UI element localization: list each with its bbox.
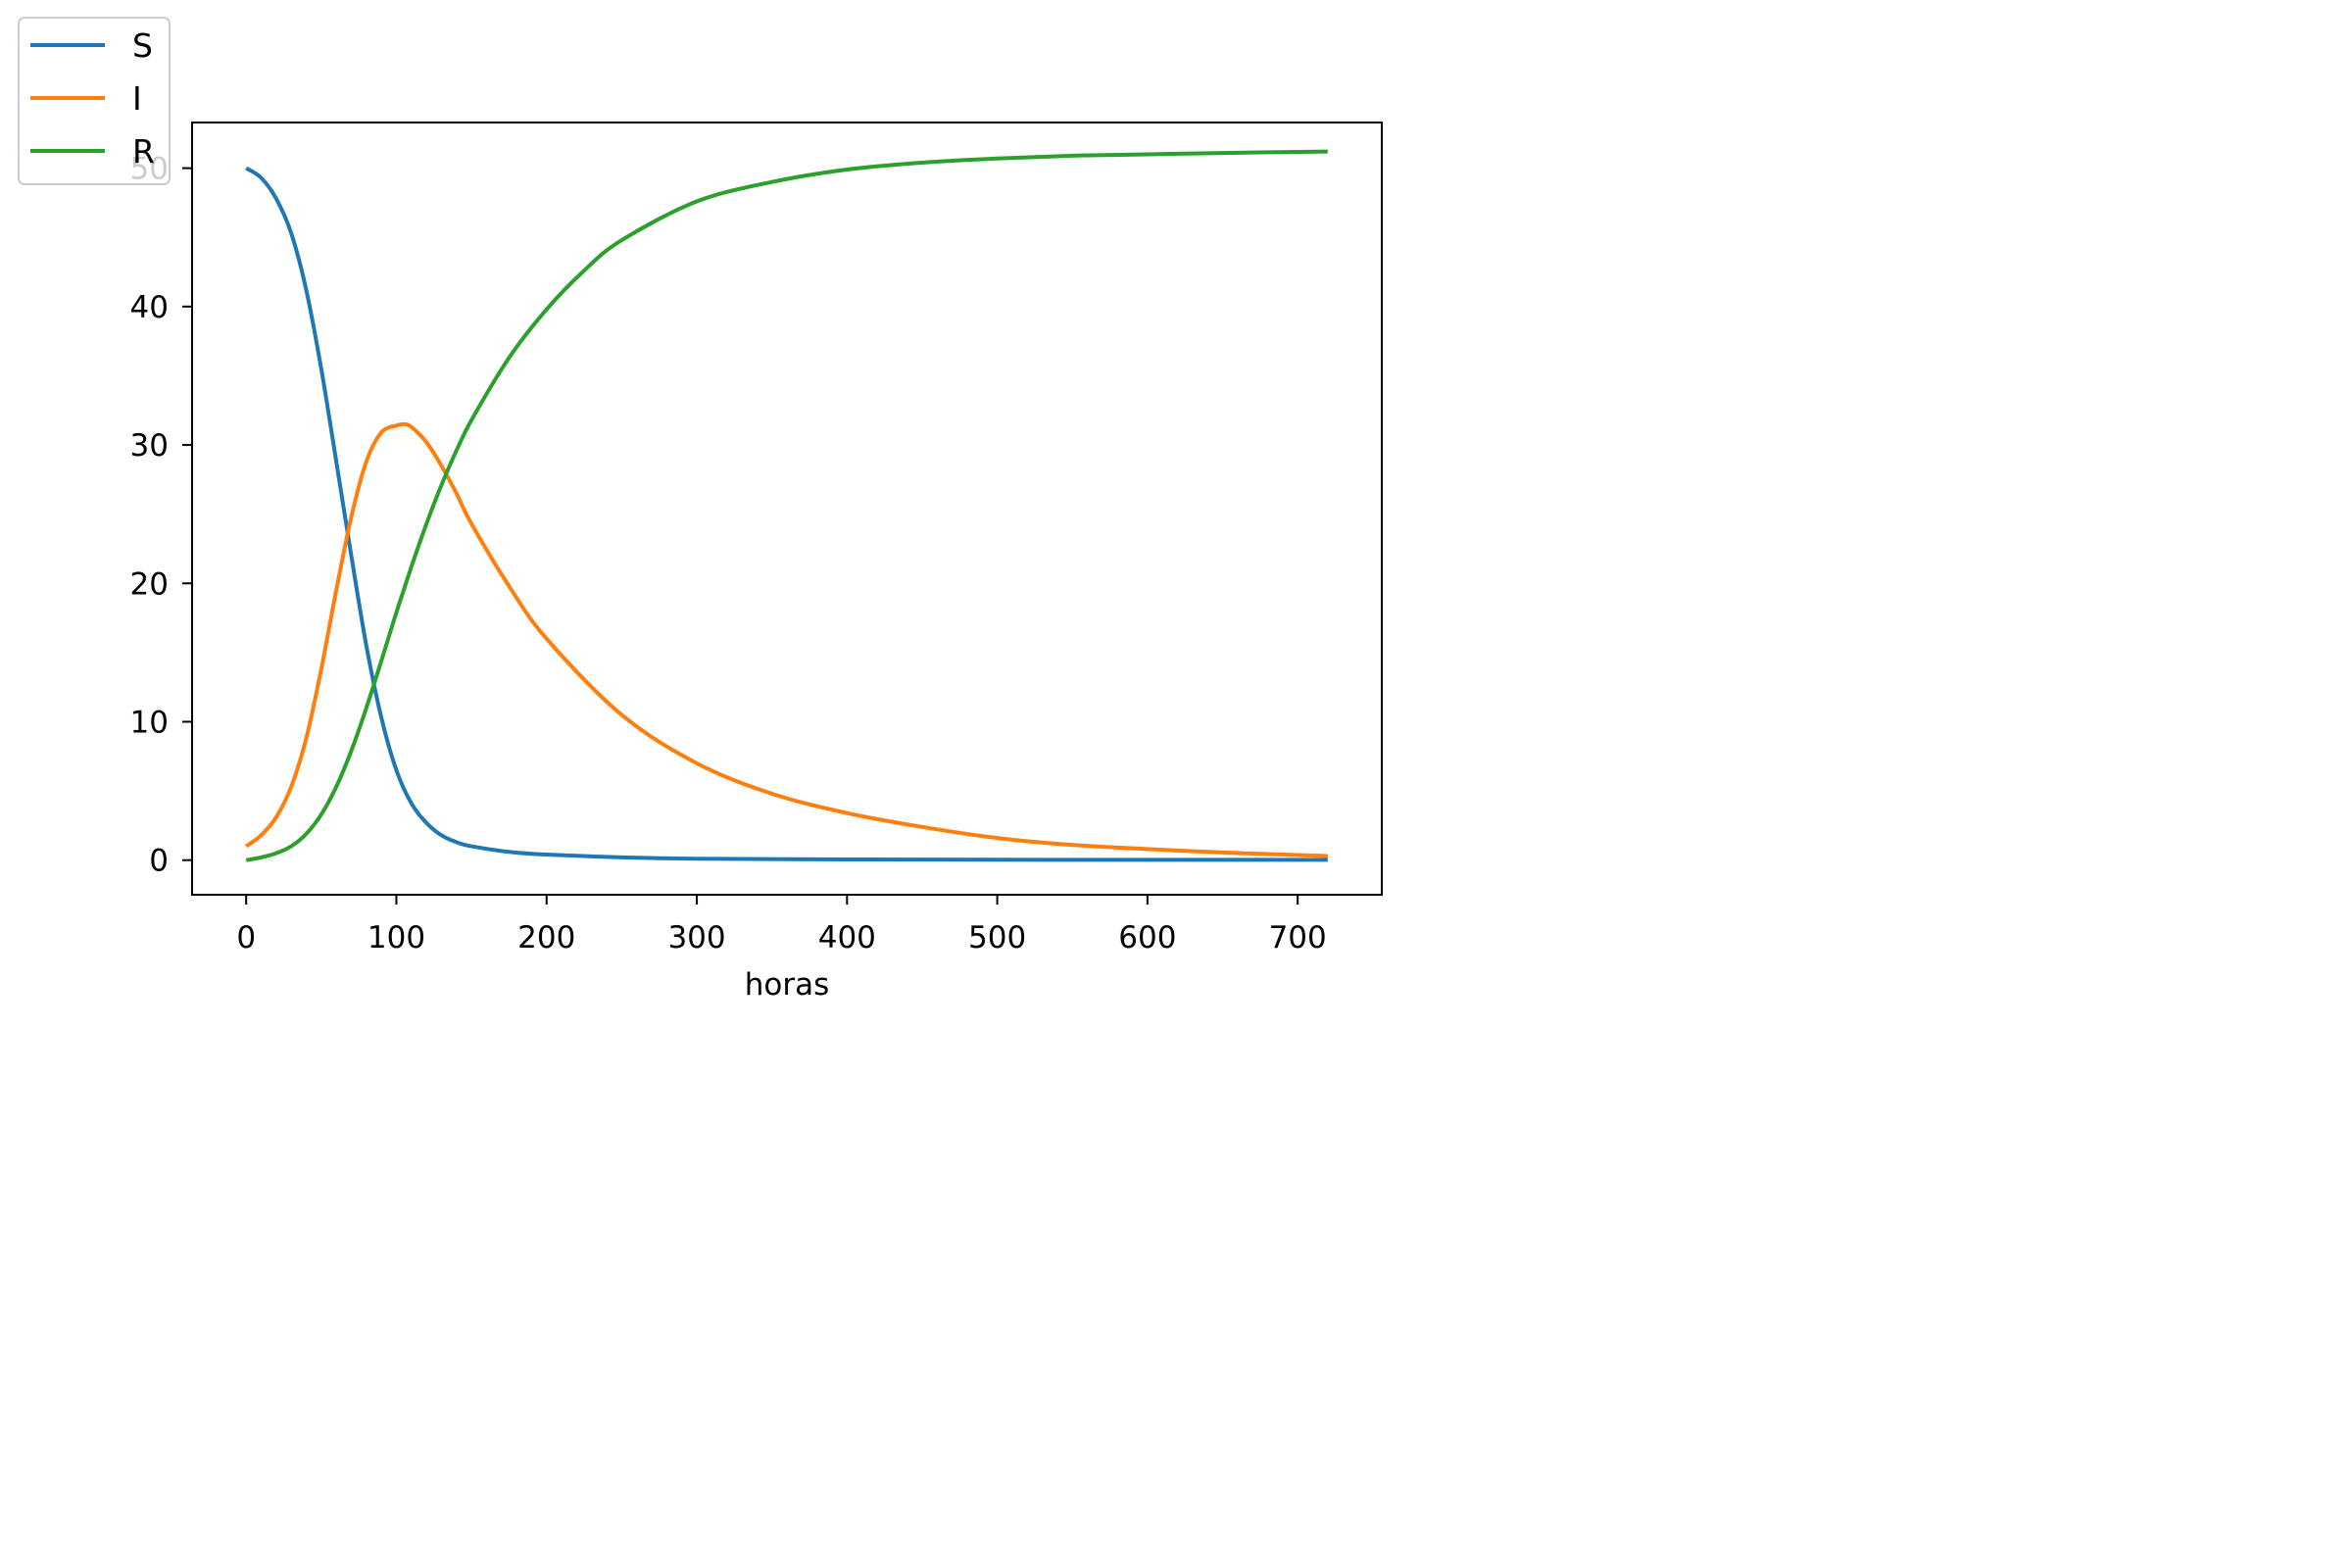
x-tick-label: 600 <box>1118 920 1176 956</box>
x-tick-label: 300 <box>667 920 725 956</box>
legend-frame <box>18 17 171 185</box>
legend-items: SIR <box>30 26 155 171</box>
legend: SIR <box>18 17 171 185</box>
y-tick-label: 40 <box>130 290 169 325</box>
legend-label-r: R <box>132 132 155 171</box>
x-tick-label: 500 <box>968 920 1026 956</box>
y-tick-label: 20 <box>130 566 169 602</box>
x-axis-label: horas <box>745 967 830 1003</box>
y-tick-label: 30 <box>130 428 169 464</box>
y-tick-label: 10 <box>130 705 169 740</box>
series-line-s <box>245 166 1328 862</box>
legend-label-i: I <box>132 79 142 118</box>
x-axis-ticks: 0 100 200 300 400 500 600 700 <box>236 895 1327 956</box>
legend-label-s: S <box>132 26 153 65</box>
x-tick-label: 0 <box>236 920 256 956</box>
x-tick-label: 200 <box>517 920 575 956</box>
series-line-i <box>244 421 1328 858</box>
plot-frame <box>191 122 1383 896</box>
x-tick-label: 100 <box>368 920 425 956</box>
series-line-r <box>245 149 1328 862</box>
x-tick-label: 400 <box>818 920 876 956</box>
x-tick-label: 700 <box>1269 920 1327 956</box>
y-axis-ticks: 01020304050 <box>130 152 192 879</box>
y-tick-label: 0 <box>149 844 169 879</box>
series-layer <box>244 149 1328 862</box>
